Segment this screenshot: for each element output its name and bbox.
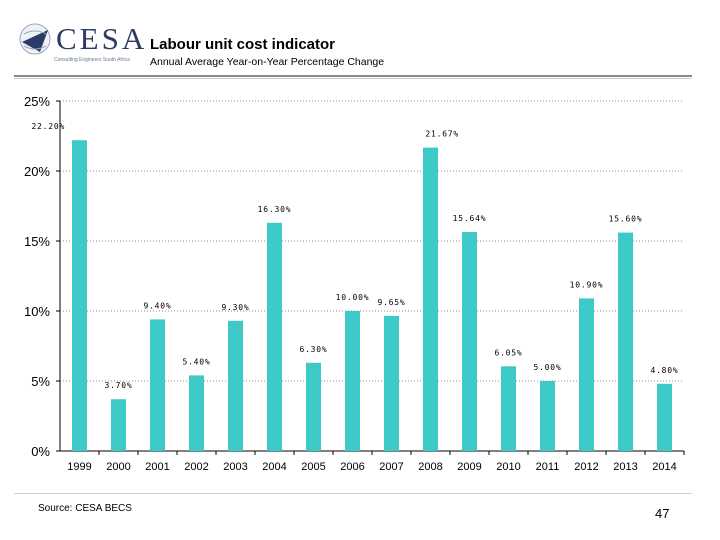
- x-tick-label: 2013: [613, 461, 637, 473]
- data-label-2000: 3.70%: [104, 381, 132, 390]
- axes: 0% 5% 10% 15% 20% 25% 1999 2000 2001 2002 2003 2004…: [24, 94, 685, 473]
- bar-2011: [540, 381, 555, 451]
- bar-2013: [618, 232, 633, 451]
- cesa-logo: CESA Consulting Engineers South Africa: [18, 22, 144, 66]
- page-number: 47: [655, 506, 670, 521]
- x-tick-label: 2000: [106, 461, 130, 473]
- x-tick-label: 2008: [418, 461, 442, 473]
- bar-2001: [150, 319, 165, 451]
- data-label-2013: 15.60%: [609, 215, 643, 224]
- data-labels: 22.20% 3.70% 9.40% 5.40% 9.30% 16.30% 6.30% 10.…: [31, 122, 678, 390]
- x-tick-label: 2014: [652, 461, 676, 473]
- logo-wordmark: CESA: [56, 21, 148, 56]
- bar-chart: 0% 5% 10% 15% 20% 25% 1999 2000 2001 2002 2003 2004…: [24, 94, 685, 473]
- y-tick-label: 25%: [24, 94, 50, 109]
- data-label-2012: 10.90%: [570, 280, 604, 289]
- x-tick-label: 2009: [457, 461, 481, 473]
- bar-2002: [189, 375, 204, 451]
- x-tick-label: 2006: [340, 461, 364, 473]
- x-tick-label: 2001: [145, 461, 169, 473]
- x-tick-label: 2002: [184, 461, 208, 473]
- data-label-2006: 10.00%: [336, 293, 370, 302]
- x-tick-label: 1999: [67, 461, 91, 473]
- data-label-2003: 9.30%: [221, 303, 249, 312]
- bar-2004: [267, 222, 282, 451]
- source-note: Source: CESA BECS: [38, 503, 132, 514]
- bar-2003: [228, 320, 243, 451]
- data-label-2011: 5.00%: [533, 363, 561, 372]
- bar-2005: [306, 362, 321, 451]
- x-tick-label: 2010: [496, 461, 520, 473]
- data-label-2008: 21.67%: [425, 130, 459, 139]
- y-tick-label: 0%: [31, 444, 50, 459]
- footer-divider: [14, 493, 692, 494]
- bar-2014: [657, 383, 672, 451]
- header-divider-secondary: [14, 78, 692, 79]
- x-tick-label: 2011: [536, 461, 560, 473]
- data-label-2005: 6.30%: [299, 345, 327, 354]
- x-tick-label: 2012: [574, 461, 598, 473]
- data-label-2002: 5.40%: [182, 357, 210, 366]
- x-tick-label: 2005: [301, 461, 325, 473]
- logo-tagline: Consulting Engineers South Africa: [54, 57, 130, 63]
- data-label-2007: 9.65%: [377, 298, 405, 307]
- bar-2007: [384, 315, 399, 451]
- bar-2009: [462, 232, 477, 451]
- x-tick-label: 2004: [262, 461, 286, 473]
- data-label-2009: 15.64%: [453, 214, 487, 223]
- bars: [72, 140, 672, 451]
- y-tick-label: 5%: [31, 374, 50, 389]
- chart-title: Labour unit cost indicator: [150, 36, 336, 53]
- data-label-2001: 9.40%: [143, 301, 171, 310]
- header-divider: [14, 75, 692, 77]
- bar-1999: [72, 140, 87, 451]
- data-label-2014: 4.80%: [650, 366, 678, 375]
- data-label-1999: 22.20%: [31, 122, 65, 131]
- x-tick-label: 2003: [223, 461, 247, 473]
- bar-2006: [345, 311, 360, 451]
- chart-subtitle: Annual Average Year-on-Year Percentage C…: [150, 56, 385, 68]
- x-tick-label: 2007: [379, 461, 403, 473]
- y-tick-label: 10%: [24, 304, 50, 319]
- data-label-2004: 16.30%: [258, 205, 292, 214]
- y-tick-label: 20%: [24, 164, 50, 179]
- bar-2010: [501, 366, 516, 451]
- bar-2008: [423, 147, 438, 451]
- bar-2000: [111, 399, 126, 451]
- bar-2012: [579, 298, 594, 451]
- data-label-2010: 6.05%: [494, 348, 522, 357]
- y-tick-label: 15%: [24, 234, 50, 249]
- globe-logo-icon: [19, 23, 51, 55]
